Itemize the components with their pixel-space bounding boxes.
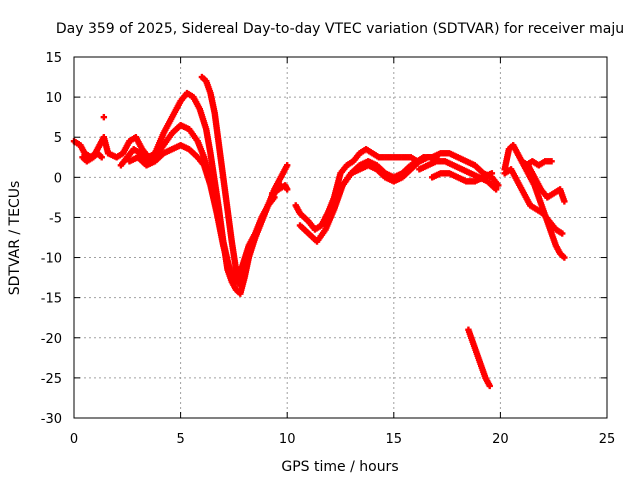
track-14-marker xyxy=(559,230,566,237)
y-tick-label: 0 xyxy=(54,171,62,186)
track-9-marker xyxy=(495,182,502,189)
data-points xyxy=(70,73,568,390)
track-1-marker xyxy=(284,162,291,169)
y-tick-label: -20 xyxy=(41,332,62,347)
x-tick-label: 0 xyxy=(70,432,78,447)
chart-title: Day 359 of 2025, Sidereal Day-to-day VTE… xyxy=(56,21,624,37)
y-tick-label: -25 xyxy=(41,372,62,387)
track-17-marker xyxy=(98,154,105,161)
x-tick-label: 25 xyxy=(599,432,616,447)
y-tick-label: 10 xyxy=(45,91,62,106)
grid-layer xyxy=(74,57,607,418)
y-axis-title: SDTVAR / TECUs xyxy=(7,181,23,296)
y-tick-label: -30 xyxy=(41,412,62,427)
x-tick-label: 10 xyxy=(279,432,296,447)
y-tick-label: 5 xyxy=(54,131,62,146)
x-tick-label: 15 xyxy=(386,432,403,447)
x-tick-label: 20 xyxy=(492,432,509,447)
y-tick-label: -15 xyxy=(41,292,62,307)
y-tick-label: 15 xyxy=(45,51,62,66)
track-12-marker xyxy=(486,382,493,390)
track-18-marker xyxy=(100,113,108,121)
x-axis-title: GPS time / hours xyxy=(281,459,398,475)
track-5-marker xyxy=(284,186,291,193)
track-10-marker xyxy=(492,186,500,193)
track-13-marker xyxy=(561,254,568,261)
x-tick-label: 5 xyxy=(176,432,184,447)
y-tick-label: -10 xyxy=(41,252,62,267)
track-11-marker xyxy=(488,170,496,177)
y-tick-label: -5 xyxy=(49,211,62,226)
track-15-marker xyxy=(561,198,568,205)
track-4-marker xyxy=(237,282,244,289)
track-16-marker xyxy=(548,158,555,165)
plot-frame xyxy=(73,56,608,419)
axis-layer: 0 5 10 15 20 25 -30 -25 -20 -15 -10 -5 0 5 10 15 xyxy=(41,51,616,447)
